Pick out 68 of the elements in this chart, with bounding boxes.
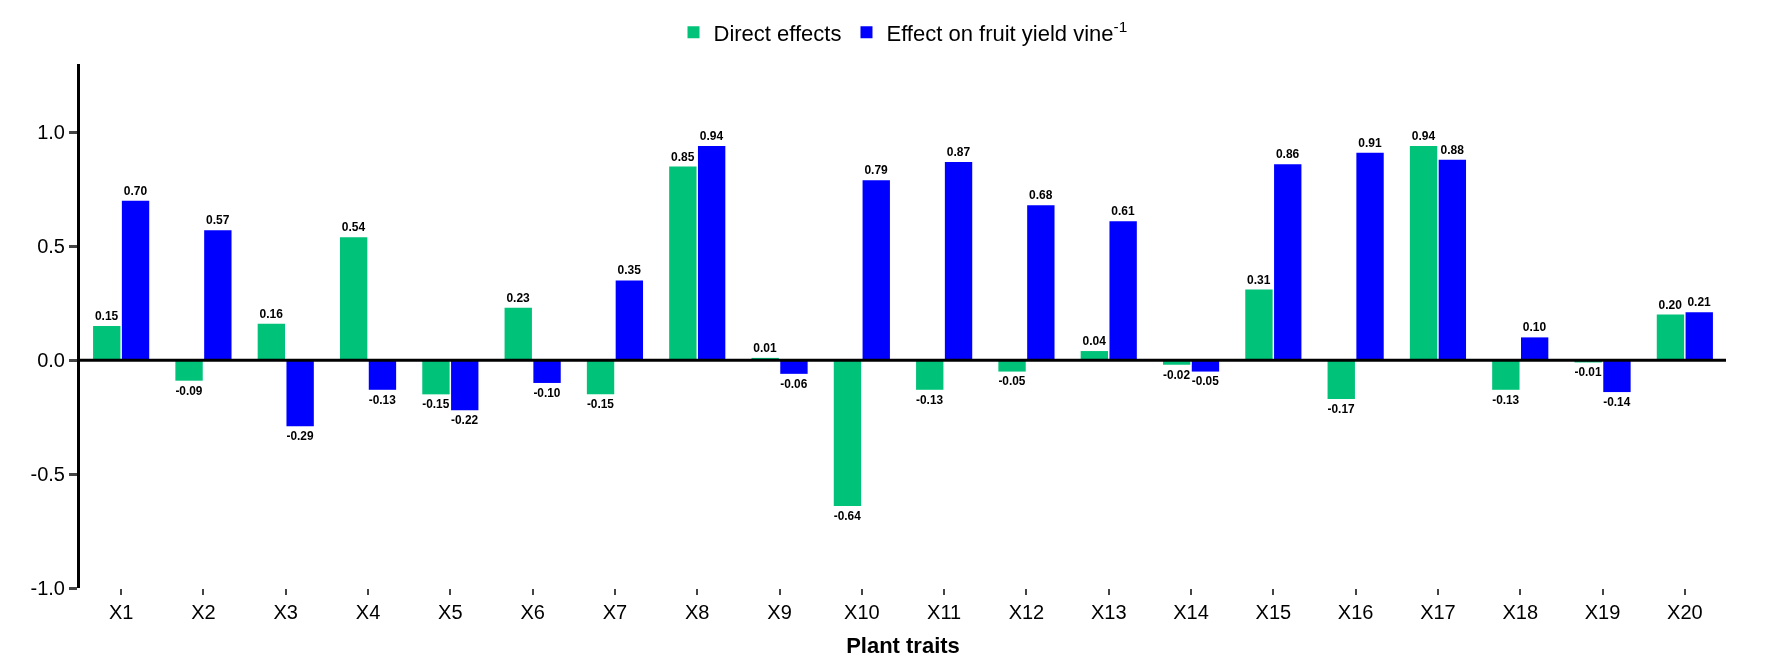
data-label: 0.70 [123, 183, 148, 198]
data-label: 0.61 [1111, 204, 1135, 219]
data-label: -0.15 [586, 397, 615, 412]
data-label: -0.13 [368, 392, 397, 407]
data-label: 0.16 [259, 306, 284, 321]
data-label: 0.85 [671, 149, 695, 164]
data-label: 0.87 [946, 144, 971, 159]
x-tick-label: X11 [927, 601, 962, 623]
legend-label: Effect on fruit yield vine$^{-1}$ [886, 17, 1128, 46]
y-tick-label: 1.0 [37, 121, 65, 144]
y-tick-label: -0.5 [30, 463, 65, 486]
data-label: -0.05 [1191, 374, 1220, 389]
x-tick-label: X18 [1502, 601, 1539, 623]
y-tick-label: 0.0 [37, 349, 65, 372]
x-tick-label: X16 [1337, 601, 1374, 623]
data-label: 0.91 [1358, 135, 1382, 150]
x-tick-label: X10 [844, 601, 880, 623]
x-tick-label: X9 [767, 601, 792, 623]
data-label: -0.22 [451, 413, 479, 428]
x-tick-label: X15 [1255, 601, 1292, 623]
data-label: 0.88 [1440, 142, 1465, 157]
x-tick-label: X19 [1584, 601, 1621, 623]
data-label: 0.35 [617, 263, 642, 278]
x-tick-label: X17 [1420, 601, 1456, 623]
data-label: -0.15 [422, 397, 450, 412]
data-label: 0.15 [94, 309, 119, 323]
data-label: -0.05 [998, 374, 1026, 389]
x-tick-label: X1 [108, 601, 134, 623]
data-label: -0.13 [916, 392, 944, 407]
data-label: 0.68 [1029, 188, 1053, 203]
x-tick-label: X2 [191, 601, 216, 623]
data-label: -0.13 [1492, 392, 1520, 407]
x-tick-label: X12 [1008, 601, 1045, 623]
data-label: -0.06 [780, 376, 808, 391]
x-tick-label: X3 [273, 601, 298, 623]
data-label: -0.09 [175, 383, 203, 398]
data-label: 0.10 [1522, 320, 1547, 335]
data-label: -0.29 [286, 429, 314, 444]
data-label: -0.64 [833, 508, 862, 523]
data-label: 0.57 [206, 213, 230, 228]
data-label: 0.01 [753, 340, 777, 355]
data-label: 0.86 [1275, 147, 1300, 162]
data-label: -0.01 [1574, 365, 1602, 380]
data-label: 0.94 [1411, 129, 1436, 144]
data-label: 0.79 [864, 163, 889, 178]
y-tick-label: -1.0 [30, 577, 65, 599]
x-tick-label: X6 [520, 601, 545, 623]
y-tick-label: 0.5 [37, 235, 65, 258]
data-label: 0.20 [1658, 297, 1683, 312]
x-tick-label: X7 [602, 601, 628, 623]
x-tick-label: X8 [685, 601, 710, 623]
x-tick-label: X20 [1667, 601, 1703, 623]
data-label: -0.02 [1162, 367, 1191, 382]
data-label: 0.23 [506, 290, 531, 305]
x-tick-label: X5 [438, 601, 463, 623]
x-tick-label: X4 [355, 601, 381, 623]
data-label: 0.94 [699, 129, 724, 144]
data-label: 0.31 [1247, 272, 1271, 287]
data-label: -0.17 [1327, 401, 1356, 416]
data-label: -0.14 [1603, 394, 1631, 409]
data-label: 0.21 [1687, 295, 1712, 310]
data-label: 0.04 [1082, 334, 1107, 349]
data-label: -0.10 [533, 385, 561, 400]
data-label: 0.54 [341, 220, 366, 235]
x-tick-label: X14 [1173, 601, 1209, 623]
legend-label: Direct effects [713, 20, 842, 46]
x-tick-label: X13 [1090, 601, 1127, 623]
x-axis-title: Plant traits [846, 632, 960, 658]
